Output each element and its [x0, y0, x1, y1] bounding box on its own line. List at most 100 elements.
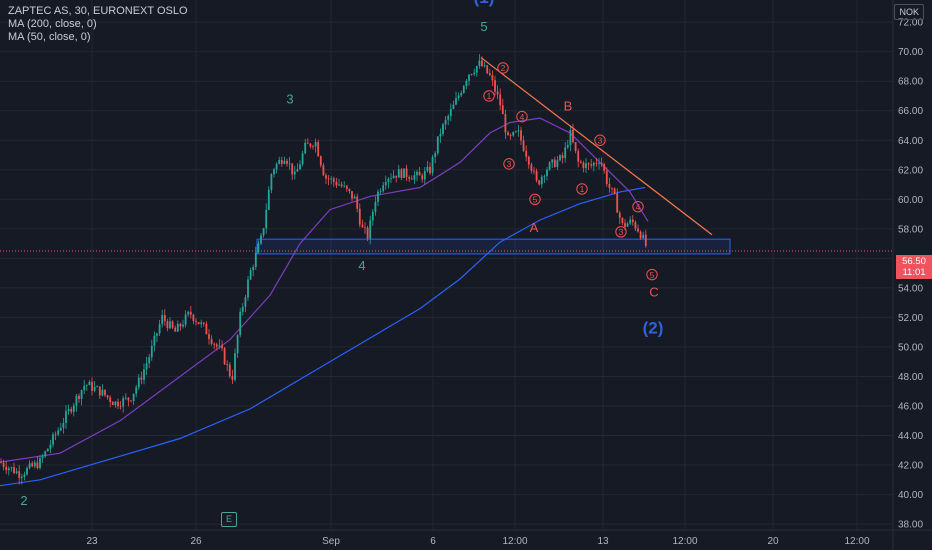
- candle-body: [10, 467, 13, 469]
- candle-body: [93, 386, 96, 391]
- candle-body: [621, 217, 624, 224]
- x-tick-label: 20: [767, 536, 779, 547]
- candle-body: [608, 183, 611, 188]
- candle-body: [434, 153, 437, 158]
- subwave-label: 1: [487, 91, 492, 101]
- candle-body: [228, 364, 231, 377]
- subwave-circle: [594, 134, 606, 146]
- subwave-circle: [646, 268, 658, 281]
- candle-body: [478, 60, 481, 67]
- candle-body: [273, 169, 275, 175]
- candle-body: [624, 223, 626, 227]
- subwave-label: 3: [598, 135, 603, 145]
- candle-body: [158, 324, 161, 334]
- candle-body: [215, 344, 218, 347]
- ma200-line: [0, 186, 646, 487]
- ma50-line: [0, 117, 649, 463]
- candle-body: [569, 129, 572, 145]
- support-zone-box[interactable]: [256, 238, 731, 255]
- y-tick-label: 58.00: [898, 224, 923, 235]
- wave-label: B: [564, 99, 573, 114]
- candle-body: [267, 189, 270, 210]
- candle-body: [403, 168, 405, 179]
- resistance-trendline[interactable]: [480, 57, 713, 236]
- candle-body: [127, 397, 130, 401]
- candle-body: [590, 164, 593, 166]
- candle-body: [122, 398, 125, 407]
- x-tick-label: 23: [86, 536, 98, 547]
- subwave-label: 3: [507, 159, 512, 169]
- y-tick-label: 70.00: [898, 47, 923, 58]
- candle-body: [80, 390, 83, 399]
- y-tick-label: 64.00: [898, 136, 923, 147]
- candle-body: [7, 468, 10, 471]
- candle-body: [46, 448, 49, 452]
- candle-body: [598, 162, 600, 164]
- candle-body: [218, 345, 221, 347]
- x-tick-label: 13: [597, 536, 609, 547]
- candle-body: [239, 311, 242, 336]
- candle-body: [436, 136, 439, 154]
- candle-body: [36, 462, 39, 468]
- subwave-label: 4: [520, 112, 525, 122]
- ma50-legend: MA (50, close, 0): [8, 31, 91, 43]
- candle-body: [330, 178, 333, 180]
- candle-body: [223, 348, 226, 365]
- candle-body: [280, 159, 283, 164]
- candle-body: [582, 162, 585, 169]
- candle-body: [551, 159, 554, 163]
- candle-body: [527, 156, 530, 165]
- candle-body: [234, 353, 236, 380]
- y-tick-label: 50.00: [898, 342, 923, 353]
- wave-label: 5: [480, 19, 487, 34]
- candle-body: [410, 178, 413, 180]
- candle-body: [559, 155, 561, 161]
- candle-body: [78, 395, 80, 399]
- candle-body: [577, 150, 580, 162]
- candle-body: [382, 185, 385, 192]
- candle-body: [54, 434, 57, 436]
- candle-body: [26, 467, 28, 475]
- y-tick-label: 42.00: [898, 461, 923, 472]
- candle-body: [312, 146, 314, 148]
- candle-body: [72, 405, 75, 412]
- candle-body: [400, 169, 403, 179]
- bar-countdown: 11:01: [902, 267, 926, 278]
- candle-body: [501, 105, 504, 115]
- candle-body: [418, 171, 421, 176]
- candle-body: [392, 175, 395, 179]
- candle-body: [416, 171, 418, 176]
- candle-body: [460, 92, 463, 96]
- y-tick-label: 46.00: [898, 401, 923, 412]
- candle-body: [546, 169, 548, 177]
- candle-body: [119, 406, 122, 407]
- candle-body: [161, 315, 164, 325]
- last-price: 56.50: [902, 256, 926, 267]
- candle-body: [343, 185, 346, 187]
- candle-body: [384, 182, 387, 186]
- earnings-event-icon[interactable]: E: [221, 512, 237, 527]
- symbol-title: ZAPTEC AS, 30, EURONEXT OSLO: [8, 5, 188, 17]
- candle-body: [49, 444, 52, 449]
- currency-button[interactable]: NOK: [894, 4, 924, 20]
- candle-body: [254, 252, 257, 267]
- candle-body: [634, 222, 637, 229]
- x-tick-label: 12:00: [502, 536, 527, 547]
- candle-body: [83, 385, 86, 391]
- y-tick-label: 54.00: [898, 283, 923, 294]
- y-tick-label: 38.00: [898, 520, 923, 531]
- candle-body: [304, 142, 307, 154]
- candle-body: [644, 234, 647, 246]
- x-tick-label: Sep: [322, 536, 340, 547]
- candle-body: [556, 160, 559, 168]
- candle-body: [561, 155, 564, 159]
- candle-body: [395, 175, 398, 178]
- candle-body: [148, 357, 151, 364]
- candle-body: [499, 94, 502, 106]
- candle-body: [509, 135, 512, 137]
- y-tick-label: 60.00: [898, 195, 923, 206]
- candle-body: [520, 130, 522, 141]
- candle-body: [600, 162, 603, 165]
- candle-body: [0, 462, 2, 463]
